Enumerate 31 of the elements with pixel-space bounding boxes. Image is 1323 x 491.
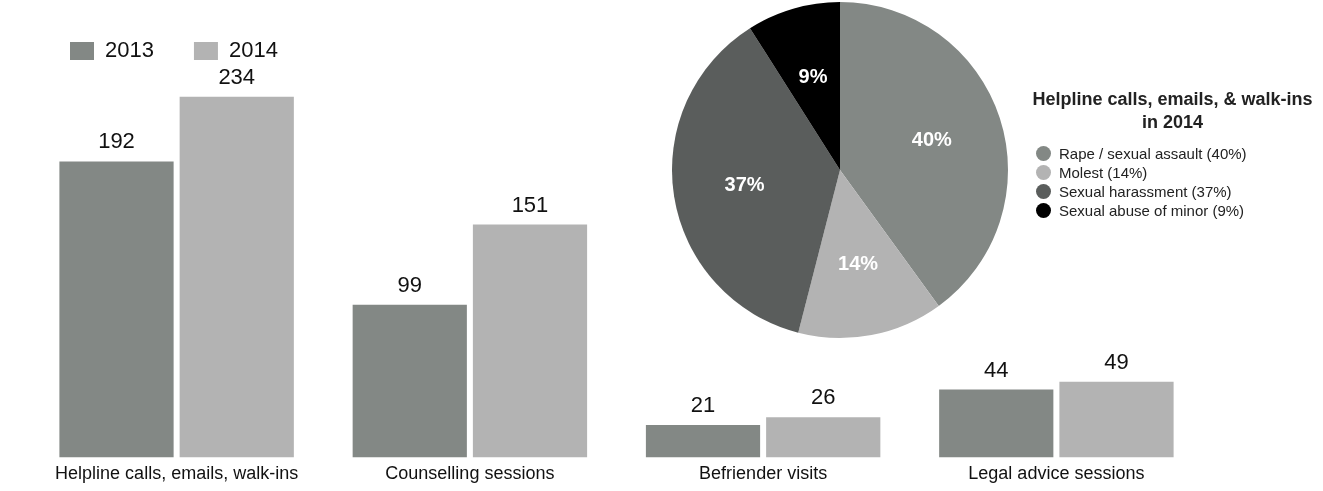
- data-label: 99: [397, 271, 422, 297]
- bar: [766, 417, 881, 458]
- bar: [59, 161, 174, 458]
- legend-label: Sexual harassment (37%): [1059, 182, 1232, 201]
- x-tick-label: Legal advice sessions: [968, 463, 1145, 484]
- data-label: 234: [218, 63, 256, 89]
- data-label: 40%: [911, 127, 953, 150]
- data-label: 26: [811, 384, 836, 410]
- data-label: 14%: [838, 252, 879, 275]
- data-label: 44: [984, 356, 1009, 382]
- bar: [1059, 381, 1174, 458]
- data-label: 21: [690, 392, 716, 418]
- data-label: 192: [98, 128, 135, 154]
- data-label: 37%: [724, 172, 765, 195]
- bar: [352, 304, 467, 458]
- data-label: 9%: [798, 64, 828, 87]
- bar: [939, 389, 1054, 458]
- data-label: 49: [1104, 348, 1129, 374]
- legend-label: 2014: [228, 37, 278, 63]
- bar: [472, 224, 588, 458]
- legend-label: Sexual abuse of minor (9%): [1059, 201, 1245, 220]
- x-tick-label: Counselling sessions: [385, 463, 555, 484]
- legend-label: Molest (14%): [1059, 163, 1148, 182]
- x-tick-label: Befriender visits: [699, 463, 828, 484]
- legend-label: 2013: [105, 37, 154, 63]
- legend-title: Helpline calls, emails, & walk-ins in 2014: [1031, 88, 1314, 134]
- bar: [179, 96, 294, 458]
- data-label: 151: [511, 191, 549, 217]
- x-tick-label: Helpline calls, emails, walk-ins: [55, 463, 299, 484]
- bar: [645, 425, 761, 458]
- legend-label: Rape / sexual assault (40%): [1059, 144, 1247, 163]
